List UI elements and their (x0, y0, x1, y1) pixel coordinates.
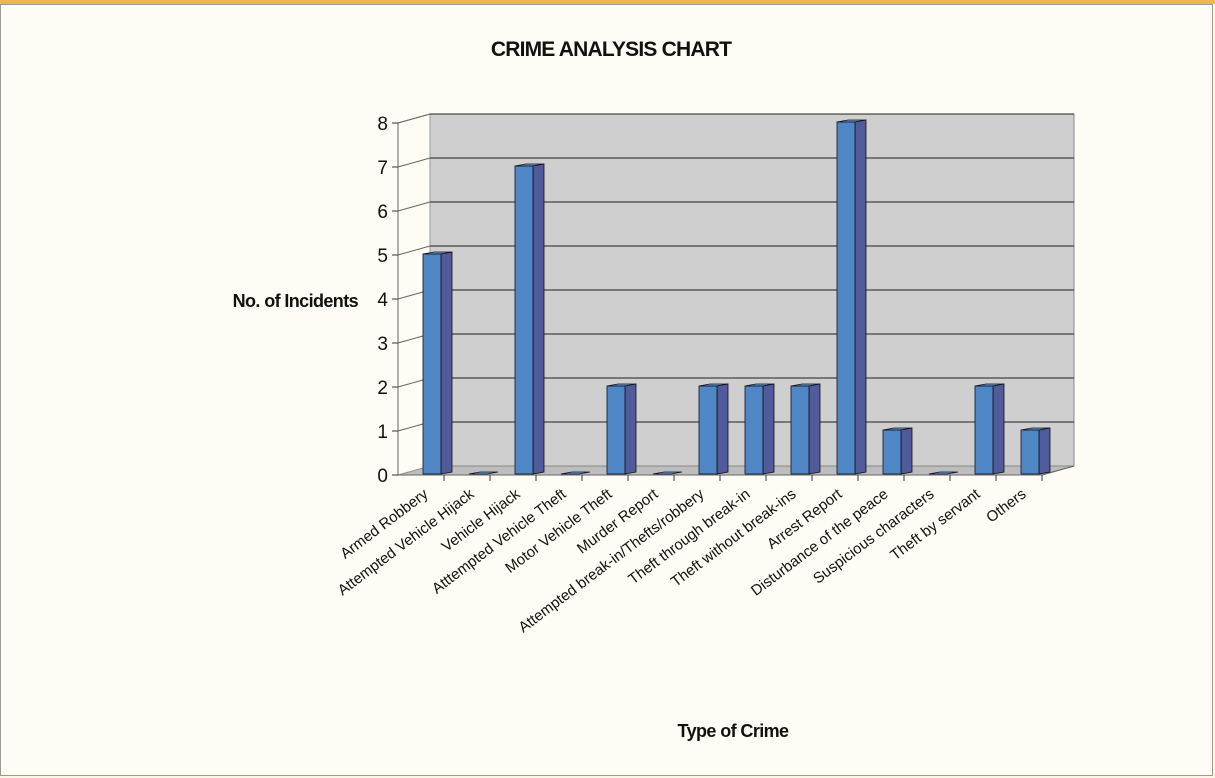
bar (744, 383, 775, 475)
y-tick-label: 4 (377, 290, 388, 311)
gridline-depth (397, 201, 431, 212)
bar-side (808, 383, 821, 475)
bar-front (1020, 429, 1040, 475)
y-tick-label: 7 (377, 158, 388, 179)
gridline-depth (397, 157, 431, 168)
gridline-depth (397, 245, 431, 256)
bar-front (422, 253, 442, 475)
bar (560, 471, 591, 475)
bar (606, 383, 637, 475)
bar-side (762, 383, 775, 475)
y-axis-title: No. of Incidents (233, 291, 359, 311)
bar (468, 471, 499, 475)
bar (514, 163, 545, 475)
bar-front (882, 429, 902, 475)
bar-side (440, 251, 453, 475)
bar (882, 427, 913, 475)
bar-front (790, 385, 810, 475)
bar-front (744, 385, 764, 475)
x-category-label: Others (983, 486, 1029, 527)
bar-side (1038, 427, 1051, 475)
y-tick-label: 3 (377, 334, 388, 355)
bar (928, 471, 959, 475)
bar-top (468, 471, 499, 475)
bar (790, 383, 821, 475)
bar (422, 251, 453, 475)
bar-front (698, 385, 718, 475)
y-tick-label: 1 (377, 422, 388, 443)
y-tick-label: 0 (377, 466, 388, 487)
top-accent-strip (0, 0, 1215, 4)
bar-side (900, 427, 913, 475)
y-axis-ticks: 0 1 2 3 4 5 6 7 8 (377, 114, 398, 487)
x-axis-title: Type of Crime (678, 721, 789, 741)
bar-top (652, 471, 683, 475)
bars (422, 119, 1051, 475)
bar (974, 383, 1005, 475)
bar-front (836, 121, 856, 475)
plot-floor (397, 465, 1075, 476)
chart-title: CRIME ANALYSIS CHART (491, 38, 732, 61)
plot-back-wall (397, 113, 1075, 476)
bar-side (624, 383, 637, 475)
x-axis-depth-line (1041, 465, 1075, 476)
bar-side (716, 383, 729, 475)
bar-front (514, 165, 534, 475)
y-tick-label: 5 (377, 246, 388, 267)
gridline-depth (397, 113, 431, 124)
bar (698, 383, 729, 475)
bar (836, 119, 867, 475)
bar-front (606, 385, 626, 475)
bar-side (854, 119, 867, 475)
bar (1020, 427, 1051, 475)
bar-side (532, 163, 545, 475)
bar-top (928, 471, 959, 475)
y-tick-label: 2 (377, 378, 388, 399)
bar (652, 471, 683, 475)
bar-side (992, 383, 1005, 475)
y-tick-label: 8 (377, 114, 388, 135)
bar-top (560, 471, 591, 475)
y-tick-label: 6 (377, 202, 388, 223)
bar-front (974, 385, 994, 475)
